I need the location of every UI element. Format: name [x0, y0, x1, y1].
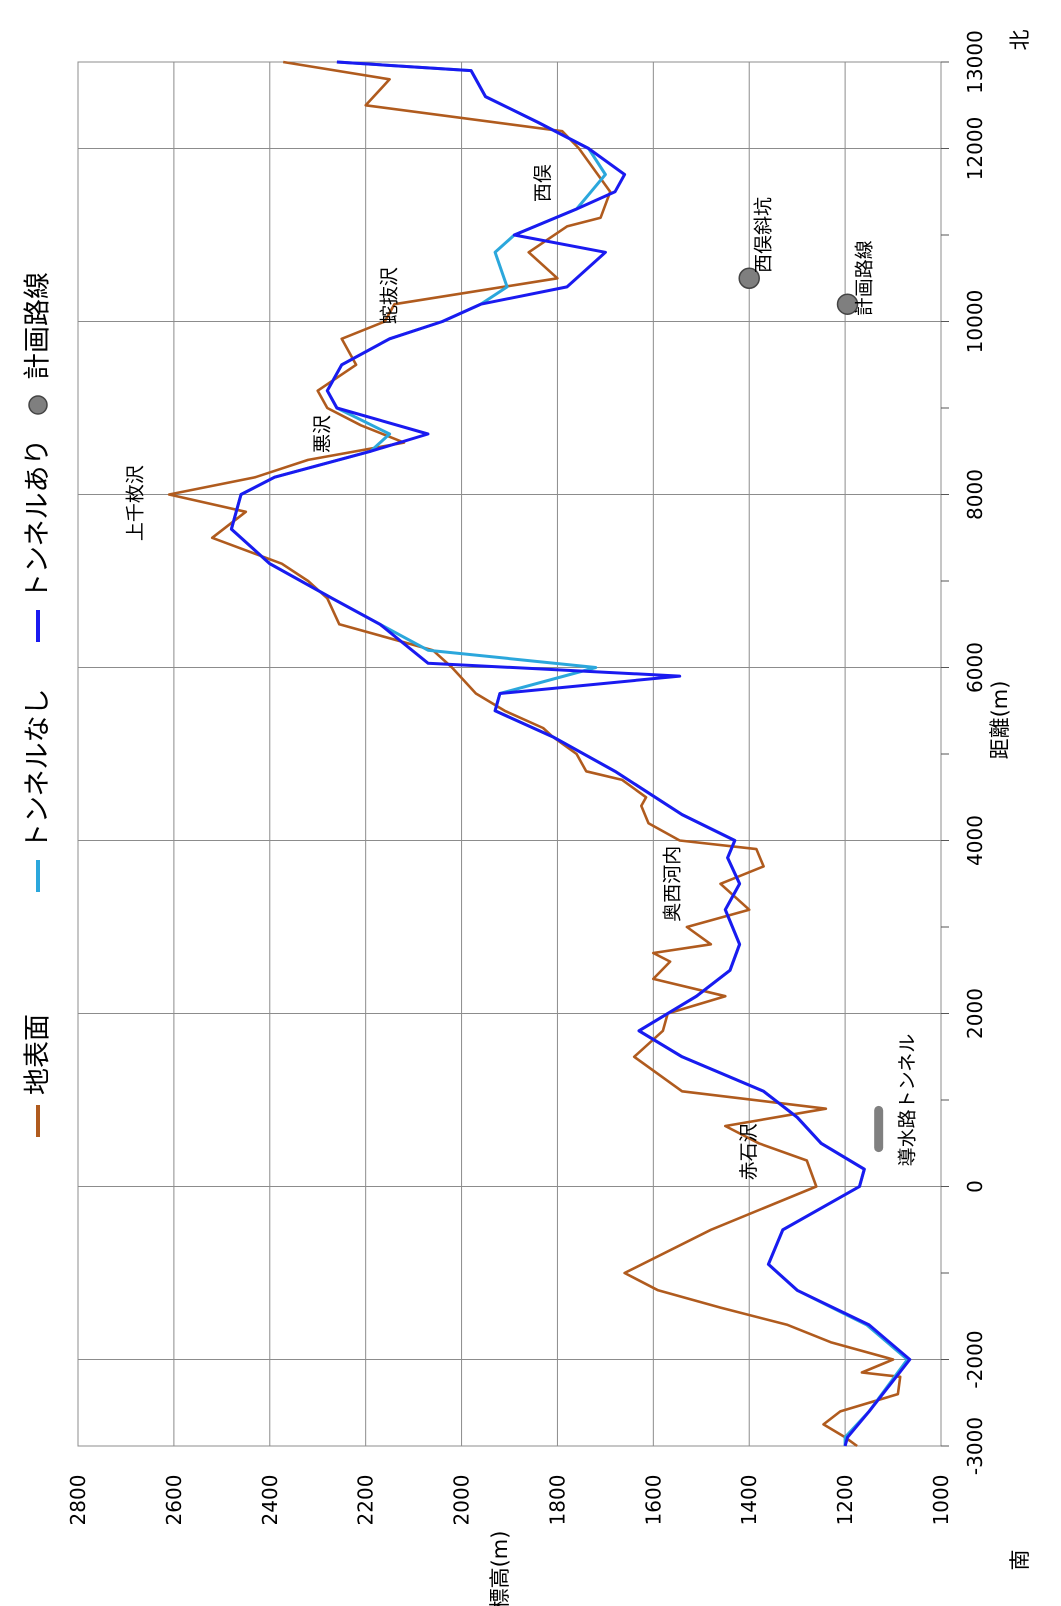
direction-south-label: 南 [1008, 1550, 1032, 1571]
y-tick-label: 2000 [450, 1475, 474, 1526]
series-line-0 [167, 60, 902, 1448]
x-tick-label: 0 [963, 1180, 987, 1193]
legend-swatch [28, 395, 48, 415]
series-lines [167, 60, 912, 1448]
y-tick-label: 2400 [258, 1475, 282, 1526]
annotation-label: 計画路線 [853, 240, 875, 316]
y-tick-label: 1000 [929, 1475, 953, 1526]
x-tick-label: 8000 [963, 469, 987, 520]
plot-area [77, 61, 942, 1447]
legend-label: トンネルあり [23, 439, 54, 600]
y-tick-label: 1200 [833, 1475, 857, 1526]
annotation-label: 悪沢 [312, 415, 334, 453]
x-tick-label: 2000 [963, 988, 987, 1039]
x-tick-label: 12000 [963, 117, 987, 181]
plan-route-point [738, 267, 760, 289]
annotation-label: 西俣斜坑 [753, 197, 775, 273]
annotation-label: 赤石沢 [738, 1123, 760, 1180]
x-axis: -3000 -2000 0 2000 4000 6000 8000 10000 12000 130… [941, 30, 987, 1475]
y-tick-label: 2600 [162, 1475, 186, 1526]
y-tick-label: 1400 [737, 1475, 761, 1526]
x-tick-label: -2000 [963, 1330, 987, 1388]
y-axis: 1000 1200 1400 1600 1800 2000 2200 2400 2600 2800 [66, 1475, 953, 1526]
legend-label: トンネルなし [23, 689, 54, 850]
annotation-label: 蛇抜沢 [379, 267, 401, 324]
y-tick-label: 1800 [545, 1475, 569, 1526]
legend-label: 地表面 [23, 1014, 54, 1095]
annotation-label: 奥西河内 [662, 846, 684, 922]
y-tick-label: 1600 [641, 1475, 665, 1526]
x-tick-label: 10000 [963, 290, 987, 354]
x-tick-label: 13000 [963, 30, 987, 94]
y-tick-label: 2200 [354, 1475, 378, 1526]
annotation-label: 上千枚沢 [125, 465, 147, 541]
series-line-2 [229, 60, 912, 1447]
x-tick-label: 6000 [963, 642, 987, 693]
annotation-label: 導水路トンネル [896, 1034, 918, 1167]
annotation-label: 西俣 [532, 164, 554, 202]
x-axis-label: 距離(m) [988, 681, 1012, 760]
y-axis-label: 標高(m) [488, 1531, 512, 1606]
x-tick-label: 4000 [963, 815, 987, 866]
legend-label: 計画路線 [23, 272, 54, 380]
y-tick-label: 2800 [66, 1475, 90, 1526]
plan-route-point [836, 293, 859, 315]
direction-north-label: 北 [1008, 30, 1032, 51]
x-tick-label: -3000 [963, 1417, 987, 1475]
